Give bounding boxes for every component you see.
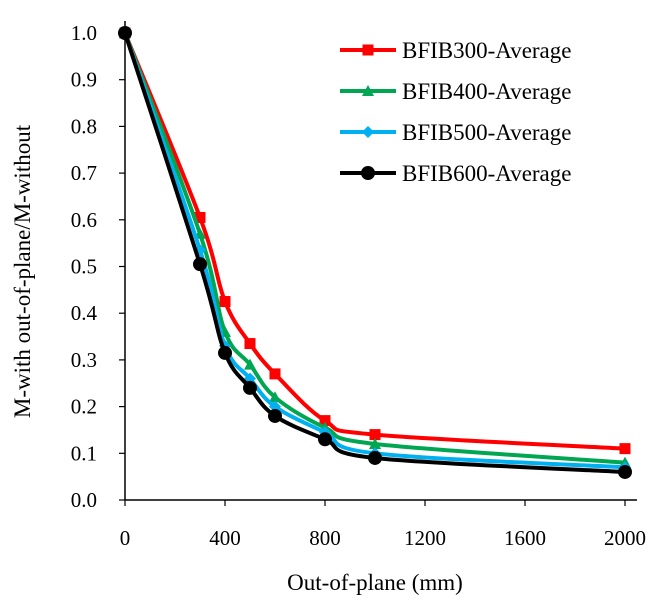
series-BFIB500-Average bbox=[119, 27, 631, 474]
data-point bbox=[319, 415, 331, 427]
data-point bbox=[369, 429, 381, 441]
y-tick-label: 0.8 bbox=[71, 114, 97, 138]
series-layer bbox=[118, 26, 632, 479]
data-point bbox=[118, 26, 132, 40]
y-tick-label: 0.4 bbox=[71, 301, 98, 325]
data-point bbox=[618, 464, 632, 479]
data-point bbox=[619, 443, 631, 455]
y-axis-title: M-with out-of-plane/M-without bbox=[10, 124, 35, 418]
series-line bbox=[123, 31, 627, 465]
x-tick-label: 0 bbox=[120, 526, 131, 550]
legend-marker bbox=[362, 126, 374, 138]
legend-item: BFIB300-Average bbox=[340, 38, 571, 63]
y-tick-label: 0.1 bbox=[71, 441, 97, 465]
axes: 0.0 0.1 0.2 0.3 0.4 0.5 0.6 0.7 0.8 0.9 1.0 0 400 800… bbox=[71, 21, 646, 550]
y-tick-label: 0.9 bbox=[71, 68, 97, 92]
x-tick-label: 400 bbox=[209, 526, 241, 550]
legend-label: BFIB500-Average bbox=[402, 120, 571, 145]
legend-label: BFIB400-Average bbox=[402, 79, 571, 104]
x-tick-label: 2000 bbox=[604, 526, 646, 550]
y-tick-label: 0.5 bbox=[71, 255, 97, 279]
legend-marker bbox=[362, 85, 374, 96]
data-point bbox=[369, 437, 381, 449]
data-point bbox=[318, 432, 332, 447]
x-tick-label: 1200 bbox=[404, 526, 446, 550]
y-tick-label: 0.3 bbox=[71, 348, 97, 372]
legend-item: BFIB400-Average bbox=[340, 79, 571, 104]
legend-item: BFIB500-Average bbox=[340, 120, 571, 145]
y-tick-label: 0.2 bbox=[71, 395, 97, 419]
legend-label: BFIB300-Average bbox=[402, 38, 571, 63]
legend-marker bbox=[362, 44, 374, 56]
data-point bbox=[219, 296, 231, 308]
legend-item: BFIB600-Average bbox=[340, 161, 571, 186]
y-tick-label: 1.0 bbox=[71, 21, 97, 45]
data-point bbox=[218, 345, 232, 360]
x-tick-label: 800 bbox=[309, 526, 341, 550]
series-line bbox=[123, 31, 627, 451]
data-point bbox=[269, 368, 281, 380]
y-tick-label: 0.6 bbox=[71, 208, 97, 232]
y-tick-label: 0.0 bbox=[71, 488, 97, 512]
series-BFIB600-Average bbox=[118, 26, 632, 479]
x-tick-label: 1600 bbox=[504, 526, 546, 550]
data-point bbox=[243, 380, 257, 395]
legend-marker bbox=[361, 166, 375, 180]
data-point bbox=[244, 338, 256, 350]
legend: BFIB300-Average BFIB400-Average BFIB500-Av… bbox=[340, 38, 571, 186]
data-point bbox=[268, 408, 282, 423]
x-axis-title: Out-of-plane (mm) bbox=[287, 570, 463, 595]
data-point bbox=[269, 391, 281, 403]
data-point bbox=[194, 211, 206, 223]
legend-label: BFIB600-Average bbox=[402, 161, 571, 186]
data-point bbox=[269, 400, 281, 413]
data-point bbox=[244, 358, 256, 370]
series-line bbox=[123, 31, 627, 470]
y-tick-label: 0.7 bbox=[71, 161, 97, 185]
data-point bbox=[193, 257, 207, 272]
series-line bbox=[123, 31, 627, 474]
data-point bbox=[368, 450, 382, 465]
